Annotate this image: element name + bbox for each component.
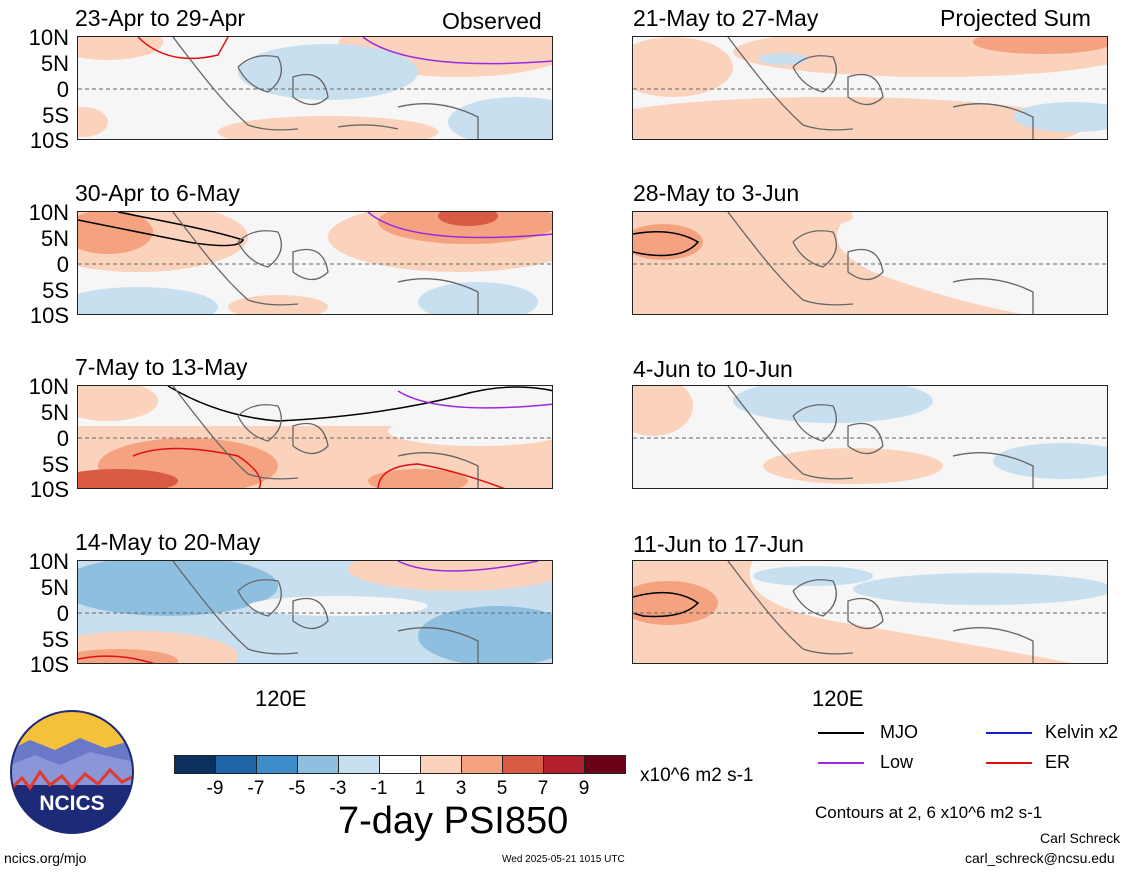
colorbar-swatch <box>379 755 421 774</box>
map-panel-right-1 <box>632 36 1108 140</box>
colorbar-swatch <box>420 755 462 774</box>
colorbar-tick-label: -9 <box>206 778 224 799</box>
legend-label-mjo: MJO <box>880 722 918 742</box>
colorbar-tick-label: 1 <box>414 778 426 799</box>
timestamp: Wed 2025-05-21 1015 UTC <box>502 854 625 865</box>
panel-tag-projected: Projected Sum <box>940 5 1091 31</box>
panel-tag-observed: Observed <box>442 8 542 34</box>
lon-label-left: 120E <box>255 686 307 711</box>
panel-title-left-2: 30-Apr to 6-May <box>75 180 240 206</box>
colorbar-tick-label: 9 <box>578 778 590 799</box>
legend-line-kelvin <box>986 732 1032 734</box>
map-panel-left-4 <box>77 560 553 664</box>
colorbar-tick-label: 5 <box>496 778 508 799</box>
author-email: carl_schreck@ncsu.edu <box>965 850 1115 866</box>
colorbar-tick-label: -3 <box>329 778 347 799</box>
colorbar-swatch <box>502 755 544 774</box>
map-panel-right-3 <box>632 385 1108 489</box>
legend-label-kelvin: Kelvin x2 <box>1045 722 1119 742</box>
panel-title-right-1: 21-May to 27-May <box>633 5 819 31</box>
author-name: Carl Schreck <box>1040 830 1121 846</box>
map-panel-right-4 <box>632 560 1108 664</box>
legend-line-low <box>818 762 864 764</box>
map-panel-left-1 <box>77 36 553 140</box>
ncics-logo: NCICS <box>10 710 134 834</box>
site-url: ncics.org/mjo <box>4 850 87 866</box>
colorbar-tick-label: -7 <box>247 778 265 799</box>
colorbar-swatch <box>256 755 298 774</box>
colorbar-tick-label: 3 <box>455 778 467 799</box>
legend-label-low: Low <box>880 752 914 772</box>
panel-title-left-1: 23-Apr to 29-Apr <box>75 5 246 31</box>
colorbar-swatch <box>461 755 503 774</box>
colorbar-tick-label: -5 <box>288 778 306 799</box>
main-title: 7-day PSI850 <box>338 800 569 842</box>
map-panel-left-3 <box>77 385 553 489</box>
colorbar-swatch <box>338 755 380 774</box>
colorbar-swatch <box>297 755 339 774</box>
colorbar-swatch <box>543 755 585 774</box>
colorbar-tick-label: -1 <box>370 778 388 799</box>
colorbar-swatch <box>584 755 626 774</box>
legend-label-er: ER <box>1045 752 1071 772</box>
legend-line-er <box>986 762 1032 764</box>
colorbar-swatch <box>215 755 257 774</box>
legend-line-mjo <box>818 732 864 734</box>
panel-title-left-4: 14-May to 20-May <box>75 529 261 555</box>
map-panel-left-2 <box>77 211 553 315</box>
panel-title-right-3: 4-Jun to 10-Jun <box>633 356 793 382</box>
map-panel-right-2 <box>632 211 1108 315</box>
logo-text: NCICS <box>39 792 105 815</box>
contour-note: Contours at 2, 6 x10^6 m2 s-1 <box>815 803 1043 822</box>
colorbar-tick-label: 7 <box>537 778 549 799</box>
lon-label-right: 120E <box>812 686 864 711</box>
colorbar-swatch <box>174 755 216 774</box>
panel-title-right-4: 11-Jun to 17-Jun <box>633 531 804 557</box>
panel-title-right-2: 28-May to 3-Jun <box>633 180 800 206</box>
panel-title-left-3: 7-May to 13-May <box>75 354 248 380</box>
colorbar-units: x10^6 m2 s-1 <box>640 765 754 786</box>
